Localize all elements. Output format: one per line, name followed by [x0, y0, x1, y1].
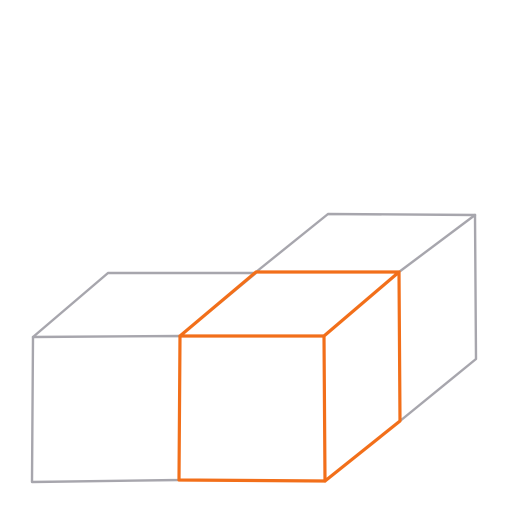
back-right-cube-top-edge: [254, 212, 477, 274]
left-cube-front-face: [30, 334, 182, 484]
highlighted-cube: [177, 270, 402, 483]
left-cube-top-face: [31, 271, 258, 339]
highlighted-cube-side-face: [323, 270, 402, 483]
back-right-cube: [254, 212, 478, 423]
highlighted-cube-top-face: [178, 270, 401, 338]
left-cube: [30, 271, 258, 484]
back-right-cube-side-edge: [398, 213, 478, 423]
back-right-cube-front-edge: [397, 213, 477, 274]
highlighted-cube-front-face: [177, 334, 327, 483]
